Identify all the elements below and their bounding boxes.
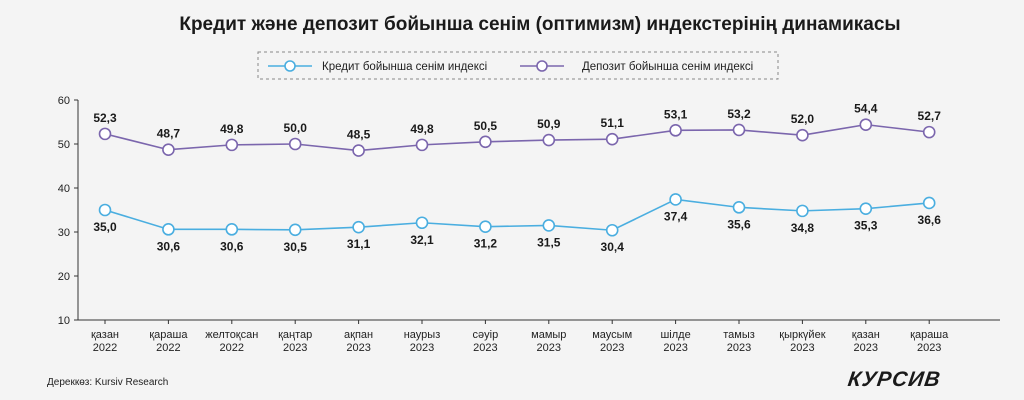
data-label: 31,1 <box>347 237 371 251</box>
data-label: 50,0 <box>284 121 308 135</box>
data-point <box>669 193 682 206</box>
legend-marker <box>284 60 296 72</box>
data-label: 32,1 <box>410 233 434 247</box>
data-label: 53,1 <box>664 107 688 121</box>
data-label: 30,6 <box>220 239 244 253</box>
data-label: 48,5 <box>347 128 371 142</box>
data-point <box>479 135 492 149</box>
x-tick-label: қараша 2022 <box>149 329 188 354</box>
series-line <box>104 198 930 232</box>
data-label: 34,8 <box>791 221 815 235</box>
data-label: 30,5 <box>284 240 308 254</box>
data-point <box>98 127 112 141</box>
x-tick-label: қараша 2023 <box>910 329 949 354</box>
data-label: 49,8 <box>220 122 244 136</box>
data-point <box>98 203 112 217</box>
data-label: 50,9 <box>537 117 561 131</box>
data-point <box>922 125 936 139</box>
x-tick-label: ақпан 2023 <box>344 329 373 354</box>
data-label: 49,8 <box>410 122 434 136</box>
legend-label: Кредит бойынша сенім индексі <box>322 61 487 73</box>
kursiv-logo: КУРСИВ <box>846 368 943 391</box>
data-label: 35,3 <box>854 219 878 233</box>
data-point <box>605 223 619 237</box>
y-tick-label: 10 <box>58 315 70 327</box>
x-tick-label: маусым 2023 <box>592 329 632 354</box>
legend-label: Депозит бойынша сенім индексі <box>582 61 753 73</box>
data-point <box>162 143 175 157</box>
y-tick-label: 30 <box>58 227 70 239</box>
data-label: 52,3 <box>93 111 117 125</box>
data-label: 51,1 <box>601 116 625 130</box>
data-label: 54,4 <box>854 102 878 116</box>
data-point <box>796 128 809 142</box>
data-label: 52,7 <box>918 109 942 123</box>
data-point <box>859 202 873 215</box>
series-group: 35,0 30,6 30,6 30,5 31,1 32,1 31,2 31,5 30,4 37,4… <box>93 102 941 255</box>
data-point <box>922 196 936 210</box>
data-label: 31,2 <box>474 237 498 251</box>
data-label: 35,0 <box>93 220 117 234</box>
data-point <box>542 133 556 147</box>
data-point <box>162 223 175 236</box>
data-label: 30,6 <box>157 239 181 253</box>
x-tick-label: қазан 2022 <box>91 329 119 354</box>
data-point <box>288 137 302 151</box>
data-point <box>225 223 239 236</box>
source-note: Дереккөз: Kursiv Research <box>47 377 169 388</box>
legend-marker <box>536 60 548 72</box>
data-label: 37,4 <box>664 209 688 223</box>
x-tick-label: наурыз 2023 <box>404 329 441 354</box>
y-tick-label: 60 <box>58 95 70 107</box>
x-tick-label: тамыз 2023 <box>723 329 755 354</box>
y-tick-label: 20 <box>58 271 70 283</box>
y-tick-label: 40 <box>58 183 70 195</box>
data-label: 36,6 <box>918 213 942 227</box>
data-point <box>225 138 239 152</box>
data-point <box>415 138 429 152</box>
data-point <box>859 118 873 131</box>
series-line <box>104 123 930 152</box>
data-label: 52,0 <box>791 112 815 126</box>
axes: 10 20 30 40 50 60 қазан 2022 қараша 2022 желтоқсан… <box>58 95 1000 354</box>
data-label: 50,5 <box>474 119 498 133</box>
legend: Кредит бойынша сенім индексі Депозит бойы… <box>257 51 779 80</box>
x-tick-label: мамыр 2023 <box>531 329 566 354</box>
y-tick-label: 50 <box>58 139 70 151</box>
data-point <box>415 216 429 230</box>
data-point <box>796 204 809 218</box>
data-label: 48,7 <box>157 127 181 141</box>
data-point <box>669 124 682 137</box>
chart-title: Кредит және депозит бойынша сенім (оптим… <box>179 14 901 35</box>
data-point <box>479 220 492 234</box>
data-label: 31,5 <box>537 235 561 249</box>
data-point <box>288 223 302 237</box>
data-point <box>732 201 746 214</box>
data-label: 53,2 <box>727 107 751 121</box>
data-point <box>352 220 365 234</box>
data-point <box>605 132 619 146</box>
x-tick-label: қаңтар 2023 <box>278 329 312 354</box>
x-tick-label: қазан 2023 <box>852 329 880 354</box>
x-tick-label: шілде 2023 <box>660 329 690 354</box>
x-tick-label: желтоқсан 2022 <box>205 329 258 354</box>
data-point <box>352 144 365 157</box>
x-tick-label: сәуір 2023 <box>473 329 499 354</box>
data-point <box>732 123 746 137</box>
data-label: 35,6 <box>727 217 751 231</box>
data-point <box>542 219 556 232</box>
x-tick-label: қыркүйек 2023 <box>779 329 825 354</box>
legend-box <box>257 51 779 80</box>
data-label: 30,4 <box>601 240 625 254</box>
